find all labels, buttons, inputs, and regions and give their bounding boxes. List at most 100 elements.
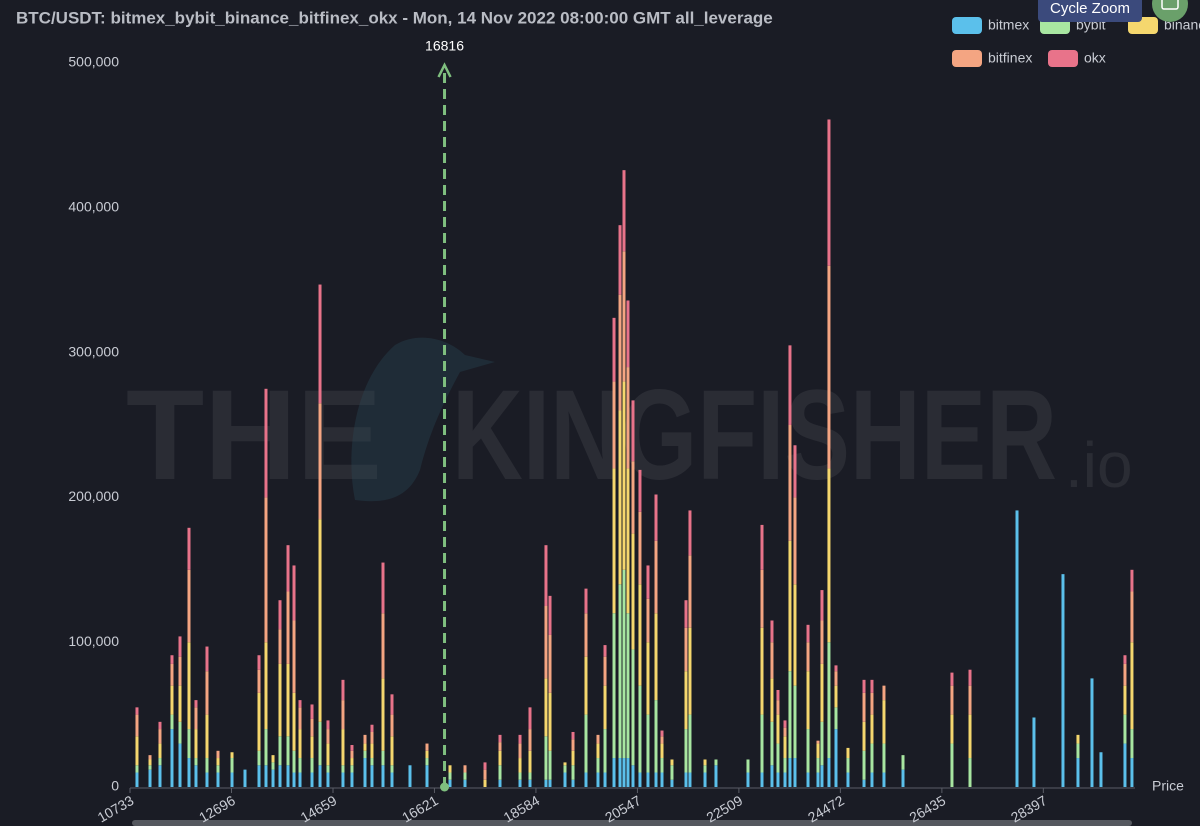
bar-segment [703, 772, 707, 787]
bar-segment [827, 119, 831, 266]
bar-segment [548, 595, 552, 635]
bar-segment [326, 729, 330, 744]
bar-segment [264, 642, 268, 730]
bar-segment [820, 663, 824, 722]
bar-segment [350, 765, 354, 773]
bar-segment [148, 765, 152, 770]
bar-segment [834, 671, 838, 686]
bar-segment [901, 769, 905, 787]
bar-segment [518, 758, 522, 773]
scrollbar[interactable] [132, 820, 1132, 826]
bar-segment [528, 750, 532, 773]
legend-swatch [952, 50, 982, 67]
bar-segment [882, 685, 886, 701]
bar-segment [776, 714, 780, 744]
bar-segment [381, 562, 385, 614]
bar-segment [563, 772, 567, 787]
bar-segment [660, 772, 664, 787]
bar-segment [816, 772, 820, 787]
bar-segment [1061, 574, 1065, 787]
bar-segment [544, 736, 548, 780]
bar-segment [1123, 655, 1127, 664]
bar-segment [770, 620, 774, 643]
bar-segment [760, 627, 764, 715]
cycle-zoom-button[interactable]: Cycle Zoom [1050, 0, 1130, 17]
bar-segment [257, 750, 261, 766]
bar-segment [178, 721, 182, 744]
bar-segment [318, 284, 322, 404]
marker-dot [440, 782, 450, 792]
bar-segment [498, 742, 502, 751]
bar-segment [286, 736, 290, 766]
bar-segment [135, 707, 139, 715]
bar-segment [310, 718, 314, 737]
bar-segment [135, 714, 139, 737]
bar-segment [626, 468, 630, 614]
bar-segment [622, 381, 626, 570]
bar-segment [596, 734, 600, 744]
bar-segment [408, 765, 412, 787]
bar-segment [654, 772, 658, 787]
bar-segment [688, 627, 692, 715]
bar-segment [626, 300, 630, 368]
bar-segment [1130, 758, 1134, 787]
camera-button[interactable] [1152, 0, 1188, 22]
bar-segment [638, 685, 642, 773]
bar-segment [776, 700, 780, 715]
legend-swatch [1048, 50, 1078, 67]
bar-segment [286, 591, 290, 664]
bar-segment [278, 765, 282, 787]
bar-segment [518, 743, 522, 759]
bar-segment [806, 671, 810, 730]
bar-segment [783, 736, 787, 759]
bar-segment [148, 755, 152, 760]
bar-segment [862, 679, 866, 693]
bar-segment [770, 642, 774, 679]
bar-segment [770, 765, 774, 787]
bar-segment [968, 758, 972, 787]
bar-segment [350, 772, 354, 787]
bar-segment [622, 170, 626, 252]
bar-segment [381, 765, 385, 787]
bar-segment [544, 606, 548, 679]
bar-segment [584, 588, 588, 614]
bar-segment [148, 769, 152, 787]
bar-segment [518, 772, 522, 780]
bar-segment [271, 762, 275, 770]
bar-segment [806, 624, 810, 643]
bar-segment [135, 736, 139, 766]
bar-segment [1130, 569, 1134, 592]
bar-segment [612, 468, 616, 614]
bar-segment [596, 743, 600, 759]
bar-segment [622, 569, 626, 759]
bar-segment [194, 700, 198, 708]
bar-segment [230, 772, 234, 787]
bar-segment [862, 779, 866, 787]
bar-segment [158, 743, 162, 759]
bar-segment [298, 772, 302, 787]
bar-segment [1076, 743, 1080, 759]
bar-segment [326, 743, 330, 766]
bar-segment [341, 772, 345, 787]
bar-segment [862, 750, 866, 780]
bar-segment [950, 714, 954, 744]
bar-segment [788, 540, 792, 672]
bar-segment [827, 642, 831, 759]
bar-segment [548, 750, 552, 780]
watermark-suffix: .io [1065, 429, 1133, 501]
y-tick-label: 400,000 [68, 199, 119, 215]
camera-icon [1161, 0, 1179, 10]
bar-segment [264, 729, 268, 766]
bar-segment [688, 555, 692, 628]
bar-segment [286, 765, 290, 787]
bar-segment [820, 620, 824, 664]
bar-segment [135, 765, 139, 773]
bar-segment [243, 769, 247, 787]
bar-segment [882, 743, 886, 773]
bar-segment [638, 584, 642, 686]
bar-segment [298, 700, 302, 708]
toolbar: Cycle Zoom [1038, 0, 1188, 22]
bar-segment [770, 678, 774, 722]
bar-segment [178, 636, 182, 657]
